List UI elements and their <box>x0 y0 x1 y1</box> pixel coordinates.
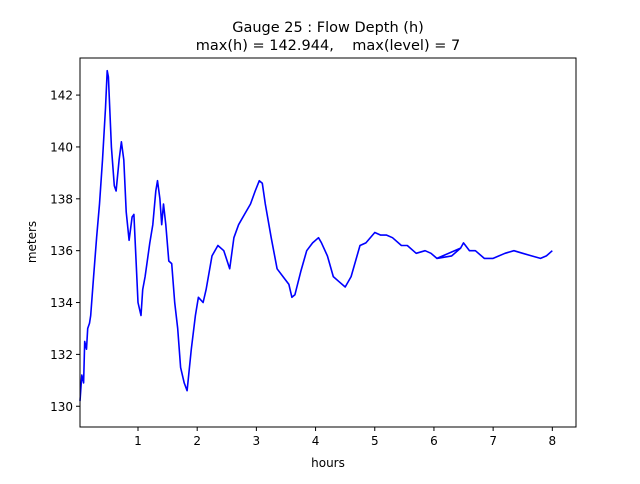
x-tick-label: 1 <box>134 434 142 448</box>
y-tick-label: 138 <box>50 192 73 206</box>
y-tick-label: 136 <box>50 244 73 258</box>
series-line-h <box>79 69 553 402</box>
x-tick-label: 7 <box>489 434 497 448</box>
axes-frame <box>79 57 577 428</box>
chart-title: Gauge 25 : Flow Depth (h) <box>232 20 424 36</box>
x-tick-label: 6 <box>430 434 438 448</box>
axis-ticks: 1 2 3 4 5 6 7 8 130 132 134 136 138 140 142 <box>50 89 556 448</box>
x-axis-label: hours <box>311 456 345 470</box>
plot-area <box>79 69 553 402</box>
x-tick-label: 4 <box>312 434 320 448</box>
y-tick-label: 132 <box>50 348 73 362</box>
y-tick-label: 130 <box>50 400 73 414</box>
x-tick-label: 2 <box>193 434 201 448</box>
y-tick-label: 134 <box>50 296 73 310</box>
y-tick-label: 142 <box>50 89 73 103</box>
y-axis-label: meters <box>25 221 39 263</box>
x-tick-label: 3 <box>253 434 261 448</box>
x-tick-label: 5 <box>371 434 379 448</box>
chart-subtitle: max(h) = 142.944, max(level) = 7 <box>196 38 460 54</box>
y-tick-label: 140 <box>50 140 73 154</box>
x-tick-label: 8 <box>549 434 557 448</box>
